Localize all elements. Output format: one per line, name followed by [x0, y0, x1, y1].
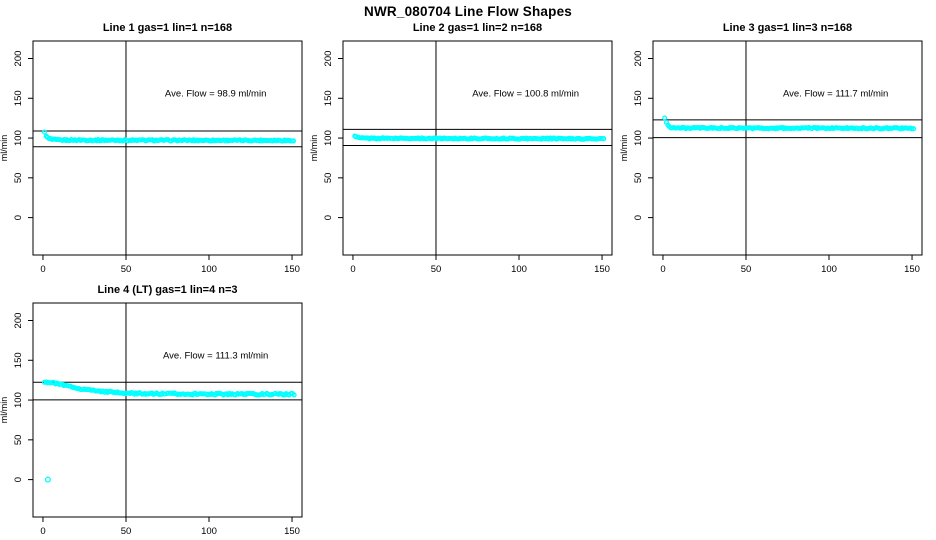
data-points	[352, 133, 607, 142]
subplot-line-2: Line 2 gas=1 lin=2 n=168 0 50 100 150 0 50 100…	[310, 20, 620, 278]
plot-frame	[32, 40, 303, 256]
reference-lines	[343, 41, 612, 255]
y-tick-label: 0	[13, 477, 24, 482]
y-tick-label: 150	[323, 90, 334, 106]
x-tick-label: 150	[284, 526, 300, 537]
y-tick-label: 0	[633, 215, 644, 220]
avg-flow-annotation: Ave. Flow = 111.3 ml/min	[163, 351, 268, 362]
subplot-chart-line-2: 0 50 100 150 0 50 100 150 200 ml/min Ave. Flow = 1…	[310, 40, 613, 275]
y-axis-label: ml/min	[310, 135, 319, 162]
y-tick-label: 100	[323, 130, 334, 146]
y-axis-label: ml/min	[620, 135, 629, 162]
x-tick-label: 50	[121, 264, 132, 275]
x-tick-label: 0	[660, 264, 665, 275]
plot-frame	[32, 302, 303, 518]
x-tick-label: 0	[40, 526, 45, 537]
y-tick-label: 100	[633, 130, 644, 146]
subplot-title-line-2: Line 2 gas=1 lin=2 n=168	[412, 22, 543, 34]
main-title: NWR_080704 Line Flow Shapes	[364, 4, 572, 19]
subplot-chart-line-4: 0 50 100 150 0 50 100 150 200 ml/min Ave. Flow = 1…	[0, 302, 303, 537]
y-axis: 0 50 100 150 200	[633, 51, 653, 220]
data-points	[662, 115, 917, 132]
y-tick-label: 100	[13, 130, 24, 146]
subplot-chart-line-1: 0 50 100 150 0 50 100 150 200 ml/min Ave. Flow = 9…	[0, 40, 303, 275]
x-tick-label: 0	[350, 264, 355, 275]
y-tick-label: 150	[633, 90, 644, 106]
subplot-chart-line-3: 0 50 100 150 0 50 100 150 200 ml/min Ave. Flow = 1…	[620, 40, 923, 275]
subplot-title-line-3: Line 3 gas=1 lin=3 n=168	[722, 22, 853, 34]
plot-frame	[342, 40, 613, 256]
y-tick-label: 200	[323, 51, 334, 67]
x-tick-label: 150	[284, 264, 300, 275]
x-axis: 0 50 100 150	[40, 255, 300, 275]
y-axis: 0 50 100 150 200	[13, 313, 33, 482]
reference-lines	[653, 41, 922, 255]
x-tick-label: 0	[40, 264, 45, 275]
y-axis: 0 50 100 150 200	[13, 51, 33, 220]
subplot-line-3: Line 3 gas=1 lin=3 n=168 0 50 100 150 0 50 100…	[620, 20, 930, 278]
subplot-title-line-4: Line 4 (LT) gas=1 lin=4 n=3	[97, 284, 238, 296]
reference-lines	[33, 41, 302, 255]
outlier-point	[44, 476, 51, 483]
x-axis: 0 50 100 150	[660, 255, 920, 275]
y-tick-label: 200	[13, 51, 24, 67]
y-tick-label: 0	[13, 215, 24, 220]
subplot-title-line-1: Line 1 gas=1 lin=1 n=168	[102, 22, 233, 34]
y-tick-label: 0	[323, 215, 334, 220]
data-points	[41, 379, 297, 483]
y-tick-label: 150	[13, 352, 24, 368]
reference-lines	[33, 303, 302, 517]
x-tick-label: 50	[121, 526, 132, 537]
x-tick-label: 150	[594, 264, 610, 275]
y-tick-label: 100	[13, 392, 24, 408]
y-axis-label: ml/min	[0, 135, 9, 162]
y-tick-label: 150	[13, 90, 24, 106]
x-axis: 0 50 100 150	[350, 255, 610, 275]
data-points	[41, 129, 297, 144]
x-tick-label: 100	[511, 264, 527, 275]
x-tick-label: 150	[904, 264, 920, 275]
y-tick-label: 50	[13, 435, 24, 446]
x-tick-label: 50	[741, 264, 752, 275]
avg-flow-annotation: Ave. Flow = 98.9 ml/min	[165, 89, 266, 100]
x-tick-label: 100	[201, 526, 217, 537]
x-tick-label: 50	[431, 264, 442, 275]
avg-flow-annotation: Ave. Flow = 111.7 ml/min	[783, 89, 888, 100]
y-tick-label: 200	[633, 51, 644, 67]
subplot-line-4: Line 4 (LT) gas=1 lin=4 n=3 0 50 100 150 0 50…	[0, 282, 310, 540]
y-axis-label: ml/min	[0, 397, 9, 424]
x-tick-label: 100	[201, 264, 217, 275]
subplot-line-1: Line 1 gas=1 lin=1 n=168 0 50 100 150 0 50 100…	[0, 20, 310, 278]
avg-flow-annotation: Ave. Flow = 100.8 ml/min	[472, 89, 579, 100]
plot-frame	[652, 40, 923, 256]
y-tick-label: 50	[633, 173, 644, 184]
x-tick-label: 100	[821, 264, 837, 275]
y-tick-label: 200	[13, 313, 24, 329]
y-axis: 0 50 100 150 200	[323, 51, 343, 220]
y-tick-label: 50	[323, 173, 334, 184]
x-axis: 0 50 100 150	[40, 517, 300, 537]
y-tick-label: 50	[13, 173, 24, 184]
